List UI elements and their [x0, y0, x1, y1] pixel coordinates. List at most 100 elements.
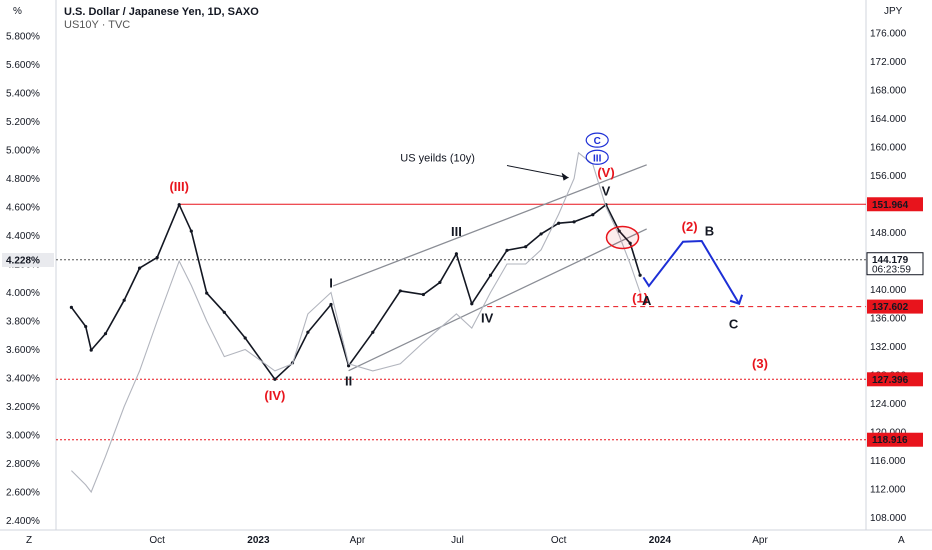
usdjpy-point — [89, 348, 93, 352]
usdjpy-point — [177, 203, 181, 207]
left-tick-label: 5.600% — [6, 60, 40, 71]
chart-title: U.S. Dollar / Japanese Yen, 1D, SAXO — [64, 6, 259, 18]
usdjpy-series-line — [70, 202, 641, 381]
usdjpy-point — [505, 248, 509, 252]
right-tick-label: 112.000 — [870, 485, 906, 496]
usdjpy-point — [243, 336, 247, 340]
zoom-button[interactable]: Z — [26, 535, 33, 546]
usdjpy-point — [557, 221, 561, 225]
us10y-series-line — [71, 151, 641, 494]
right-tick-label: 164.000 — [870, 114, 907, 125]
wave-label: (V) — [597, 165, 614, 180]
usdjpy-point — [628, 241, 632, 245]
usdjpy-point — [205, 291, 209, 295]
left-axis-unit[interactable]: % — [13, 6, 22, 17]
auto-scale-button[interactable]: A — [898, 535, 905, 546]
channel-lower-line — [348, 228, 647, 372]
right-tick-label: 136.000 — [870, 314, 907, 325]
usdjpy-point — [438, 280, 442, 284]
wave-label: IV — [481, 310, 494, 325]
usdjpy-point — [638, 273, 642, 277]
left-tick-label: 4.600% — [6, 203, 40, 214]
current-yield-label: 4.228% — [6, 256, 40, 267]
wave-label-circle — [585, 132, 609, 148]
right-tick-label: 140.000 — [870, 285, 907, 296]
time-tick-label: 2024 — [649, 535, 672, 546]
time-tick-label: Jul — [451, 535, 464, 546]
wave-label: B — [705, 223, 714, 238]
current-yield-badge — [2, 253, 54, 268]
usdjpy-point — [155, 255, 159, 260]
right-tick-label: 132.000 — [870, 342, 907, 353]
left-tick-label: 4.000% — [6, 288, 40, 299]
time-tick-label: Oct — [551, 535, 567, 546]
usdjpy-point — [524, 245, 528, 249]
usdjpy-point — [122, 298, 126, 302]
level-badge — [867, 299, 923, 314]
level-badge-label: 137.602 — [872, 302, 909, 313]
usdjpy-point — [347, 364, 351, 368]
right-tick-label: 168.000 — [870, 86, 907, 97]
right-tick-label: 160.000 — [870, 143, 907, 154]
wave-label: C — [729, 317, 739, 332]
wave-label: A — [642, 293, 652, 308]
left-tick-label: 5.000% — [6, 146, 40, 157]
left-tick-label: 2.400% — [6, 516, 40, 527]
time-tick-label: 2023 — [247, 535, 270, 546]
wave-label: (III) — [169, 179, 189, 194]
right-tick-label: 172.000 — [870, 57, 907, 68]
left-tick-label: 2.600% — [6, 488, 40, 499]
right-tick-label: 108.000 — [870, 513, 907, 524]
usdjpy-point — [398, 289, 402, 293]
time-tick-label: Apr — [350, 535, 366, 546]
level-badge — [867, 372, 923, 387]
wave-label: II — [345, 374, 352, 389]
left-tick-label: 3.200% — [6, 402, 40, 413]
wave-label-circle — [585, 149, 609, 165]
usdjpy-point — [421, 292, 425, 297]
left-tick-label: 5.800% — [6, 32, 40, 43]
projection-path — [642, 240, 740, 305]
right-tick-label: 148.000 — [870, 228, 907, 239]
usdjpy-point — [454, 252, 458, 256]
level-badge — [867, 432, 923, 447]
time-tick-label: Oct — [149, 535, 165, 546]
usdjpy-point — [617, 229, 621, 233]
right-tick-label: 124.000 — [870, 399, 907, 410]
annotation-label: US yeilds (10y) — [400, 152, 475, 164]
wave-label: (3) — [752, 356, 768, 371]
usdjpy-point — [222, 310, 226, 314]
wave-label: (IV) — [264, 388, 285, 403]
wave-label: (1) — [632, 290, 648, 305]
annotation-arrowhead — [561, 172, 569, 181]
usdjpy-point — [103, 332, 108, 336]
wave-label: (2) — [682, 219, 698, 234]
level-badge-label: 127.396 — [872, 375, 909, 386]
left-tick-label: 4.800% — [6, 174, 40, 185]
usdjpy-point — [273, 377, 277, 381]
level-badge-label: 151.964 — [872, 200, 909, 211]
usdjpy-point — [69, 305, 73, 309]
countdown-label: 06:23:59 — [872, 265, 911, 276]
wave-label: I — [329, 275, 333, 290]
usdjpy-point — [329, 302, 333, 307]
wave-label: C — [594, 136, 601, 147]
left-tick-label: 3.000% — [6, 431, 40, 442]
left-tick-label: 3.400% — [6, 374, 40, 385]
left-tick-label: 2.800% — [6, 459, 40, 470]
current-price-badge — [866, 252, 924, 276]
left-tick-label: 4.400% — [6, 231, 40, 242]
wave-label: III — [451, 224, 462, 239]
right-tick-label: 156.000 — [870, 171, 907, 182]
left-tick-label: 5.400% — [6, 89, 40, 100]
wave-label: III — [593, 153, 602, 164]
right-tick-label: 116.000 — [870, 456, 906, 467]
channel-upper-line — [332, 164, 647, 287]
right-axis-unit[interactable]: JPY — [884, 6, 903, 17]
annotation-arrow — [506, 165, 569, 179]
usdjpy-point — [488, 273, 493, 277]
usdjpy-point — [84, 324, 88, 329]
left-tick-label: 3.600% — [6, 345, 40, 356]
usdjpy-point — [189, 229, 193, 233]
